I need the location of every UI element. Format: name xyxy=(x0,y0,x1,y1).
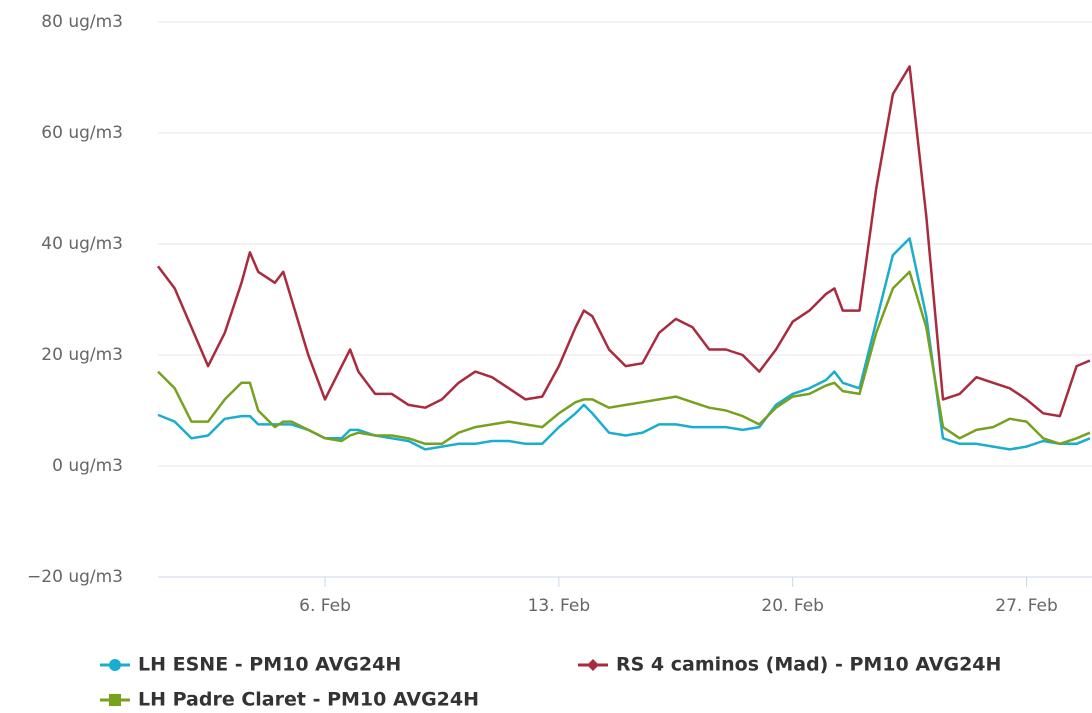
x-tick-label: 27. Feb xyxy=(995,596,1058,616)
y-tick-label: 80 ug/m3 xyxy=(41,12,123,32)
legend-label: RS 4 caminos (Mad) - PM10 AVG24H xyxy=(616,654,1001,676)
x-tick-label: 6. Feb xyxy=(299,596,351,616)
legend-label: LH ESNE - PM10 AVG24H xyxy=(138,654,401,676)
series-line xyxy=(157,237,1091,451)
legend-marker xyxy=(109,659,121,671)
y-tick-label: 60 ug/m3 xyxy=(41,123,123,143)
legend-item[interactable]: RS 4 caminos (Mad) - PM10 AVG24H xyxy=(578,654,1001,676)
y-tick-label: 0 ug/m3 xyxy=(52,456,123,476)
series-line xyxy=(157,270,1091,446)
legend-marker xyxy=(109,694,121,706)
y-tick-label: 40 ug/m3 xyxy=(41,234,123,254)
y-tick-label: 20 ug/m3 xyxy=(41,345,123,365)
y-tick-label: −20 ug/m3 xyxy=(27,567,123,587)
legend-label: LH Padre Claret - PM10 AVG24H xyxy=(138,689,479,711)
x-tick-label: 13. Feb xyxy=(528,596,591,616)
legend-item[interactable]: LH Padre Claret - PM10 AVG24H xyxy=(100,689,479,711)
x-tick-label: 20. Feb xyxy=(761,596,824,616)
legend-item[interactable]: LH ESNE - PM10 AVG24H xyxy=(100,654,401,676)
legend-marker xyxy=(587,659,599,671)
series-line xyxy=(157,65,1091,418)
